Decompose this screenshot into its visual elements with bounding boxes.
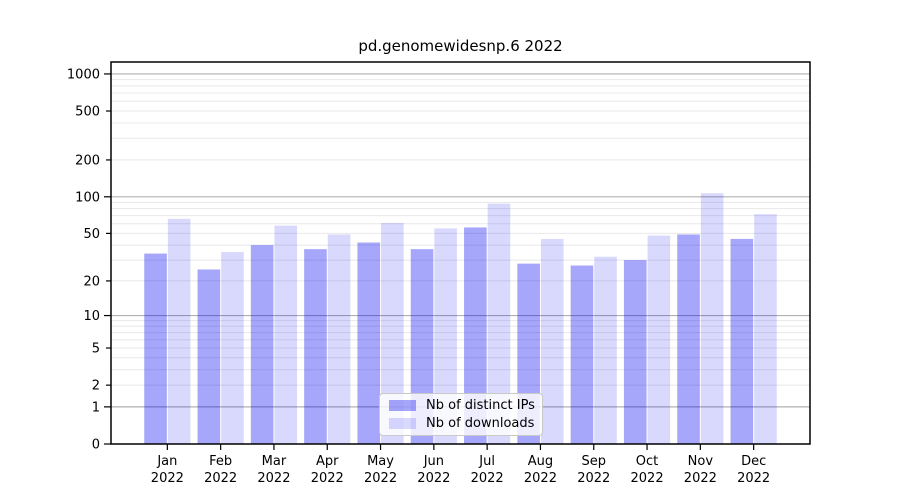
x-tick-label-month: Apr <box>316 454 339 469</box>
x-tick-label-month: Dec <box>741 454 766 469</box>
x-tick-label-year: 2022 <box>364 471 397 486</box>
x-tick-label-month: Jun <box>423 454 444 469</box>
bar-distinct-ips-mar <box>250 245 274 444</box>
bar-distinct-ips-dec <box>730 238 754 444</box>
bar-distinct-ips-feb <box>197 269 221 444</box>
bar-downloads-aug <box>540 238 564 444</box>
x-tick-label-year: 2022 <box>577 471 610 486</box>
x-tick-label-month: Jan <box>156 454 177 469</box>
bar-downloads-jul <box>487 203 511 444</box>
bar-downloads-dec <box>754 214 777 444</box>
y-tick-label: 1000 <box>67 67 100 82</box>
x-tick-label-year: 2022 <box>471 471 504 486</box>
legend-swatch-distinct-ips <box>389 400 416 412</box>
x-tick-label-year: 2022 <box>151 471 184 486</box>
x-tick-label-year: 2022 <box>684 471 717 486</box>
x-tick-label-year: 2022 <box>257 471 290 486</box>
bar-distinct-ips-sep <box>570 265 594 444</box>
legend-item-distinct-ips: Nb of distinct IPs <box>389 398 535 414</box>
legend-label-downloads: Nb of downloads <box>426 415 535 431</box>
bar-downloads-oct <box>647 235 671 444</box>
x-tick-label-year: 2022 <box>737 471 770 486</box>
bar-distinct-ips-nov <box>677 234 700 444</box>
legend-item-downloads: Nb of downloads <box>389 415 535 431</box>
y-tick-label: 10 <box>83 309 100 324</box>
legend-label-distinct-ips: Nb of distinct IPs <box>426 398 535 414</box>
bar-downloads-feb <box>221 252 244 444</box>
y-tick-label: 5 <box>92 342 100 357</box>
legend-swatch-downloads <box>389 417 416 429</box>
plot-border <box>110 61 811 445</box>
x-tick-label-month: Oct <box>636 454 658 469</box>
bar-distinct-ips-jul <box>464 227 487 444</box>
bar-downloads-jan <box>167 218 191 444</box>
chart-title: pd.genomewidesnp.6 2022 <box>358 37 563 55</box>
bar-distinct-ips-may <box>357 242 381 444</box>
legend: Nb of distinct IPs Nb of downloads <box>379 393 543 436</box>
y-tick-label: 2 <box>92 379 100 394</box>
x-tick-label-month: Feb <box>209 454 232 469</box>
bar-downloads-sep <box>594 256 617 444</box>
x-tick-label-year: 2022 <box>311 471 344 486</box>
bar-distinct-ips-jan <box>144 253 167 444</box>
y-tick-label: 200 <box>75 153 100 168</box>
x-tick-label-month: Mar <box>262 454 287 469</box>
x-tick-label-year: 2022 <box>204 471 237 486</box>
x-tick-label-month: Sep <box>581 454 606 469</box>
bar-distinct-ips-apr <box>304 249 327 444</box>
x-tick-label-year: 2022 <box>417 471 450 486</box>
y-tick-label: 0 <box>92 438 100 453</box>
y-tick-label: 100 <box>75 190 100 205</box>
bar-downloads-may <box>381 222 404 444</box>
bar-downloads-mar <box>274 225 298 444</box>
bar-downloads-jun <box>434 228 457 444</box>
y-tick-label: 20 <box>83 274 100 289</box>
x-tick-label-month: Nov <box>688 454 714 469</box>
x-tick-label-month: Jul <box>478 454 495 469</box>
x-tick-label-year: 2022 <box>524 471 557 486</box>
x-tick-label-year: 2022 <box>631 471 664 486</box>
y-tick-label: 1 <box>92 400 100 415</box>
x-tick-label-month: May <box>367 454 394 469</box>
bar-distinct-ips-oct <box>623 260 647 444</box>
y-tick-label: 50 <box>83 227 100 242</box>
x-tick-label-month: Aug <box>528 454 553 469</box>
bar-downloads-apr <box>327 234 351 444</box>
y-tick-label: 500 <box>75 105 100 120</box>
bar-downloads-nov <box>700 193 724 444</box>
